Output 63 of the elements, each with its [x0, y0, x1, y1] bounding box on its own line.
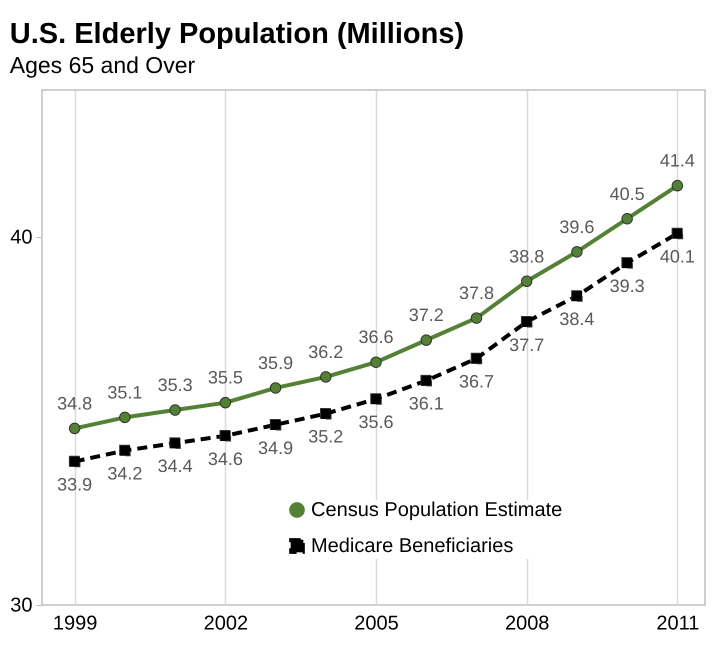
- data-label: 33.9: [57, 474, 92, 495]
- point: [420, 334, 432, 346]
- point: [220, 430, 232, 442]
- y-tick-label: 30: [10, 594, 32, 616]
- point: [169, 437, 181, 449]
- data-label: 34.2: [107, 464, 142, 484]
- data-label: 39.3: [610, 276, 645, 296]
- data-label: 36.2: [308, 342, 344, 362]
- point: [621, 257, 633, 269]
- point: [119, 412, 131, 424]
- point: [520, 276, 532, 288]
- point: [68, 456, 80, 468]
- chart-title: U.S. Elderly Population (Millions): [10, 18, 464, 50]
- data-label: 34.9: [258, 438, 294, 458]
- x-tick-label: 2002: [204, 612, 248, 634]
- point: [320, 371, 332, 383]
- point: [571, 246, 583, 258]
- data-label: 37.7: [509, 334, 544, 355]
- data-label: 36.1: [408, 394, 444, 414]
- point: [119, 444, 131, 456]
- data-label: 40.5: [610, 184, 645, 204]
- data-label: 41.4: [660, 150, 695, 171]
- data-label: 34.6: [208, 448, 243, 469]
- point: [420, 374, 432, 386]
- x-tick-label: 2005: [354, 612, 399, 634]
- point: [672, 180, 684, 192]
- y-tick-label: 40: [10, 226, 32, 249]
- point: [320, 408, 332, 420]
- data-label: 35.2: [308, 426, 344, 447]
- data-label: 38.4: [559, 309, 594, 329]
- point: [520, 316, 532, 328]
- point: [68, 422, 80, 434]
- data-label: 40.1: [660, 246, 695, 266]
- legend-label: Census Population Estimate: [311, 499, 562, 521]
- point: [270, 419, 282, 430]
- data-label: 35.5: [208, 368, 243, 388]
- legend-label: Medicare Beneficiaries: [311, 535, 514, 557]
- point: [621, 213, 633, 224]
- data-label: 34.4: [158, 456, 193, 476]
- chart-subtitle: Ages 65 and Over: [10, 52, 196, 78]
- data-label: 35.1: [107, 382, 142, 402]
- point: [470, 312, 482, 324]
- data-label: 36.6: [358, 327, 394, 348]
- point: [571, 290, 583, 302]
- data-label: 37.8: [458, 283, 494, 304]
- x-tick-label: 1999: [52, 612, 98, 634]
- point: [370, 393, 382, 405]
- data-label: 36.7: [458, 372, 494, 392]
- data-label: 39.6: [559, 216, 594, 237]
- data-label: 35.6: [358, 412, 394, 432]
- x-tick-label: 2008: [504, 612, 550, 634]
- point: [672, 228, 684, 240]
- point: [220, 396, 232, 408]
- point: [370, 356, 382, 368]
- x-tick-label: 2011: [656, 612, 700, 634]
- data-label: 34.8: [57, 393, 92, 414]
- data-label: 37.2: [408, 305, 444, 326]
- data-label: 35.9: [258, 352, 294, 373]
- data-label: 38.8: [509, 246, 544, 266]
- point: [270, 382, 282, 394]
- data-label: 35.3: [158, 375, 193, 396]
- point: [169, 404, 181, 416]
- point: [470, 352, 482, 364]
